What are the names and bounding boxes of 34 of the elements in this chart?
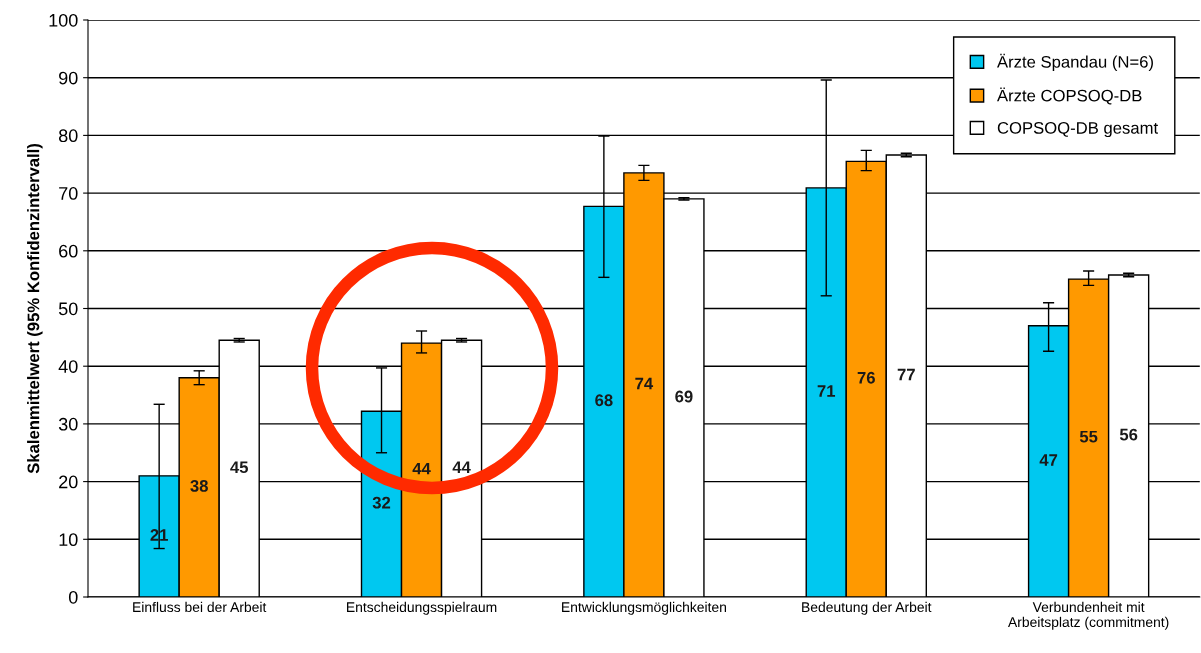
data-label: 32 [372, 496, 391, 509]
data-label: 47 [1039, 454, 1058, 466]
data-label: 71 [817, 385, 836, 397]
data-label: 68 [595, 394, 613, 407]
y-tick-label: 30 [58, 417, 78, 431]
data-label: 44 [452, 461, 471, 473]
legend-label: COPSOQ-DB gesamt [997, 122, 1158, 138]
y-tick-label: 70 [59, 187, 78, 200]
y-tick-label: 60 [59, 244, 78, 258]
x-tick-label: Verbundenheit mit Arbeitsplatz (commitment) [1008, 601, 1169, 630]
y-tick-label: 50 [58, 302, 78, 316]
x-tick-label: Bedeutung der Arbeit [802, 601, 932, 615]
data-label: 44 [412, 462, 431, 475]
data-label: 45 [230, 461, 249, 474]
y-tick-label: 90 [59, 71, 78, 85]
data-label: 55 [1079, 430, 1098, 443]
y-tick-label: 10 [59, 533, 78, 547]
y-tick-label: 20 [59, 475, 78, 489]
data-label: 74 [635, 377, 654, 390]
data-label: 56 [1119, 428, 1138, 441]
legend-label: Ärzte COPSOQ-DB [997, 87, 1142, 105]
data-label: 76 [857, 371, 875, 384]
data-label: 77 [897, 368, 915, 381]
x-tick-label: Entwicklungsmöglichkeiten [562, 601, 726, 615]
y-tick-label: 0 [68, 590, 78, 604]
y-tick-label: 40 [58, 360, 78, 373]
y-tick-label: 80 [58, 129, 78, 143]
y-axis-title: Skalenmittelwert (95% Konfidenzintervall) [27, 144, 43, 474]
x-tick-label: Einfluss bei der Arbeit [133, 601, 267, 613]
x-tick-label: Entscheidungsspielraum [347, 601, 497, 615]
legend-label: Ärzte Spandau (N=6) [997, 53, 1153, 72]
data-label: 38 [190, 480, 208, 492]
data-label: 69 [675, 390, 693, 403]
y-tick-label: 100 [49, 13, 78, 27]
